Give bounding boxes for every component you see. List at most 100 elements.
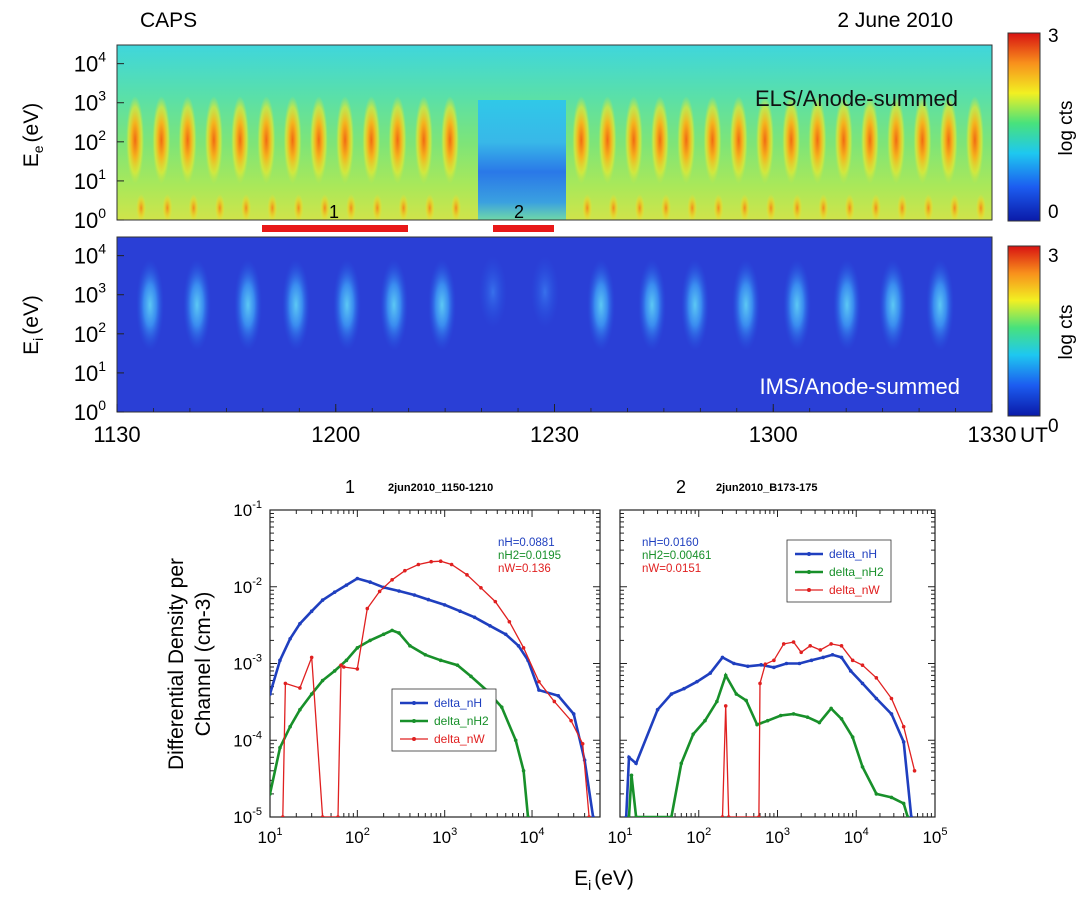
plot-2-point [889,712,894,716]
plot-1-y-tick-label: 10-4 [233,729,262,750]
plot-1-point [423,652,428,657]
plot-2-title: 2jun2010_B173-175 [716,482,818,494]
plot-1-number: 1 [345,477,355,497]
plot-2-point [669,692,674,696]
plot-2-point [874,792,879,796]
plot-2-point [755,722,759,727]
els-pulse [650,96,669,184]
els-pulse [309,96,328,184]
els-pulse [834,96,853,184]
plot-2-point [799,650,804,655]
plot-2-point [726,815,731,817]
plot-1-point [469,674,473,679]
plot-1-point [336,815,340,817]
ims-pulse [587,259,615,351]
plot-2-point [723,673,728,678]
ims-pulse [479,256,507,328]
els-pulse [572,96,591,184]
plot-1-point [355,646,360,650]
plot-1-y-tick-label: 10-2 [233,576,262,597]
els-pulse [336,96,355,184]
els-pulse [362,96,381,184]
plot-1-point [503,632,508,637]
plot-2-point [830,652,835,657]
els-pulse-base [372,194,383,220]
els-pulse-base [660,194,671,220]
els-pulse-base [687,194,698,220]
plot-2-point [691,732,695,736]
els-colorbar: 3 0 log cts [1007,26,1077,223]
els-pulse [152,96,171,184]
plot-1-point [458,609,462,614]
els-pulse [231,96,250,184]
plot-2-point [757,815,761,817]
plot-2-annotation: nH=0.0160 [642,537,699,549]
interval-1-bar [262,225,408,232]
els-pulse [388,96,407,184]
ims-pulse [879,259,907,351]
plot-1-annotation: nH=0.0881 [498,537,555,549]
plot-1-x-tick-label: 102 [345,826,370,847]
plot-2-point [732,661,736,666]
ims-pulse [380,259,408,351]
plot-1-point [278,745,282,750]
plot-2-point [839,655,844,660]
els-pulse-base [398,194,409,220]
plot-2-annotation: nW=0.0151 [642,563,701,575]
plot-2-point [784,661,789,666]
ims-pulse [926,259,954,351]
ims-pulse [136,259,164,351]
plot-2-point [901,724,906,729]
plot-1-point [397,589,401,593]
els-pulse-base [949,194,960,220]
plot-2-point [817,720,822,725]
els-frame [116,44,993,221]
els-pulse [729,96,748,184]
plot-1-point [591,815,595,817]
interval-1-label: 1 [329,202,339,222]
plot-1-legend-entry: delta_nH2 [434,714,489,728]
plot-2-point [634,815,638,817]
els-gap-region [478,100,566,220]
els-pulse-base [582,194,593,220]
plot-2-point [679,761,684,766]
plot-2-point [669,815,674,817]
plot-1-point [552,699,557,704]
plot-1-point [332,590,337,594]
plot-1-point [397,631,401,635]
plot-2-number: 2 [676,477,686,497]
plot-1-annotation: nH2=0.0195 [498,550,561,562]
date-label: 2 June 2010 [837,9,953,32]
plot-1-legend-marker [412,701,416,705]
plot-1-x-tick-label: 103 [432,826,457,847]
plot-1-point [493,599,498,604]
plot-2-point [808,644,812,648]
plot-2-point [758,681,762,686]
plot-2-x-tick-label: 103 [765,826,790,847]
plot-1-point [442,603,447,607]
interval-2-label: 2 [514,202,524,222]
plot-2-point [901,801,906,806]
plot-1-legend-marker [412,737,416,741]
els-pulse-base [293,194,304,220]
els-spectrogram: ELS/Anode-summed [116,44,993,221]
els-y-tick-label: 101 [74,166,106,194]
plot-1-point [309,609,314,614]
plot-1-point [390,628,394,633]
els-pulse [755,96,774,184]
ims-pulse [282,259,310,351]
els-pulse [441,96,460,184]
ims-pulse [531,256,559,328]
ims-x-unit: UT [1020,424,1048,447]
plot-1-annotation: nW=0.136 [498,563,551,575]
els-pulse-base [319,194,330,220]
els-pulse-base [739,194,750,220]
els-panel-label: ELS/Anode-summed [755,86,958,111]
plot-1-point [571,712,576,716]
els-pulse [126,96,145,184]
els-pulse-base [844,194,855,220]
plot-1-point [278,658,282,663]
els-pulse [178,96,197,184]
plot-1-point [390,578,394,582]
plot-2-point [627,755,631,760]
